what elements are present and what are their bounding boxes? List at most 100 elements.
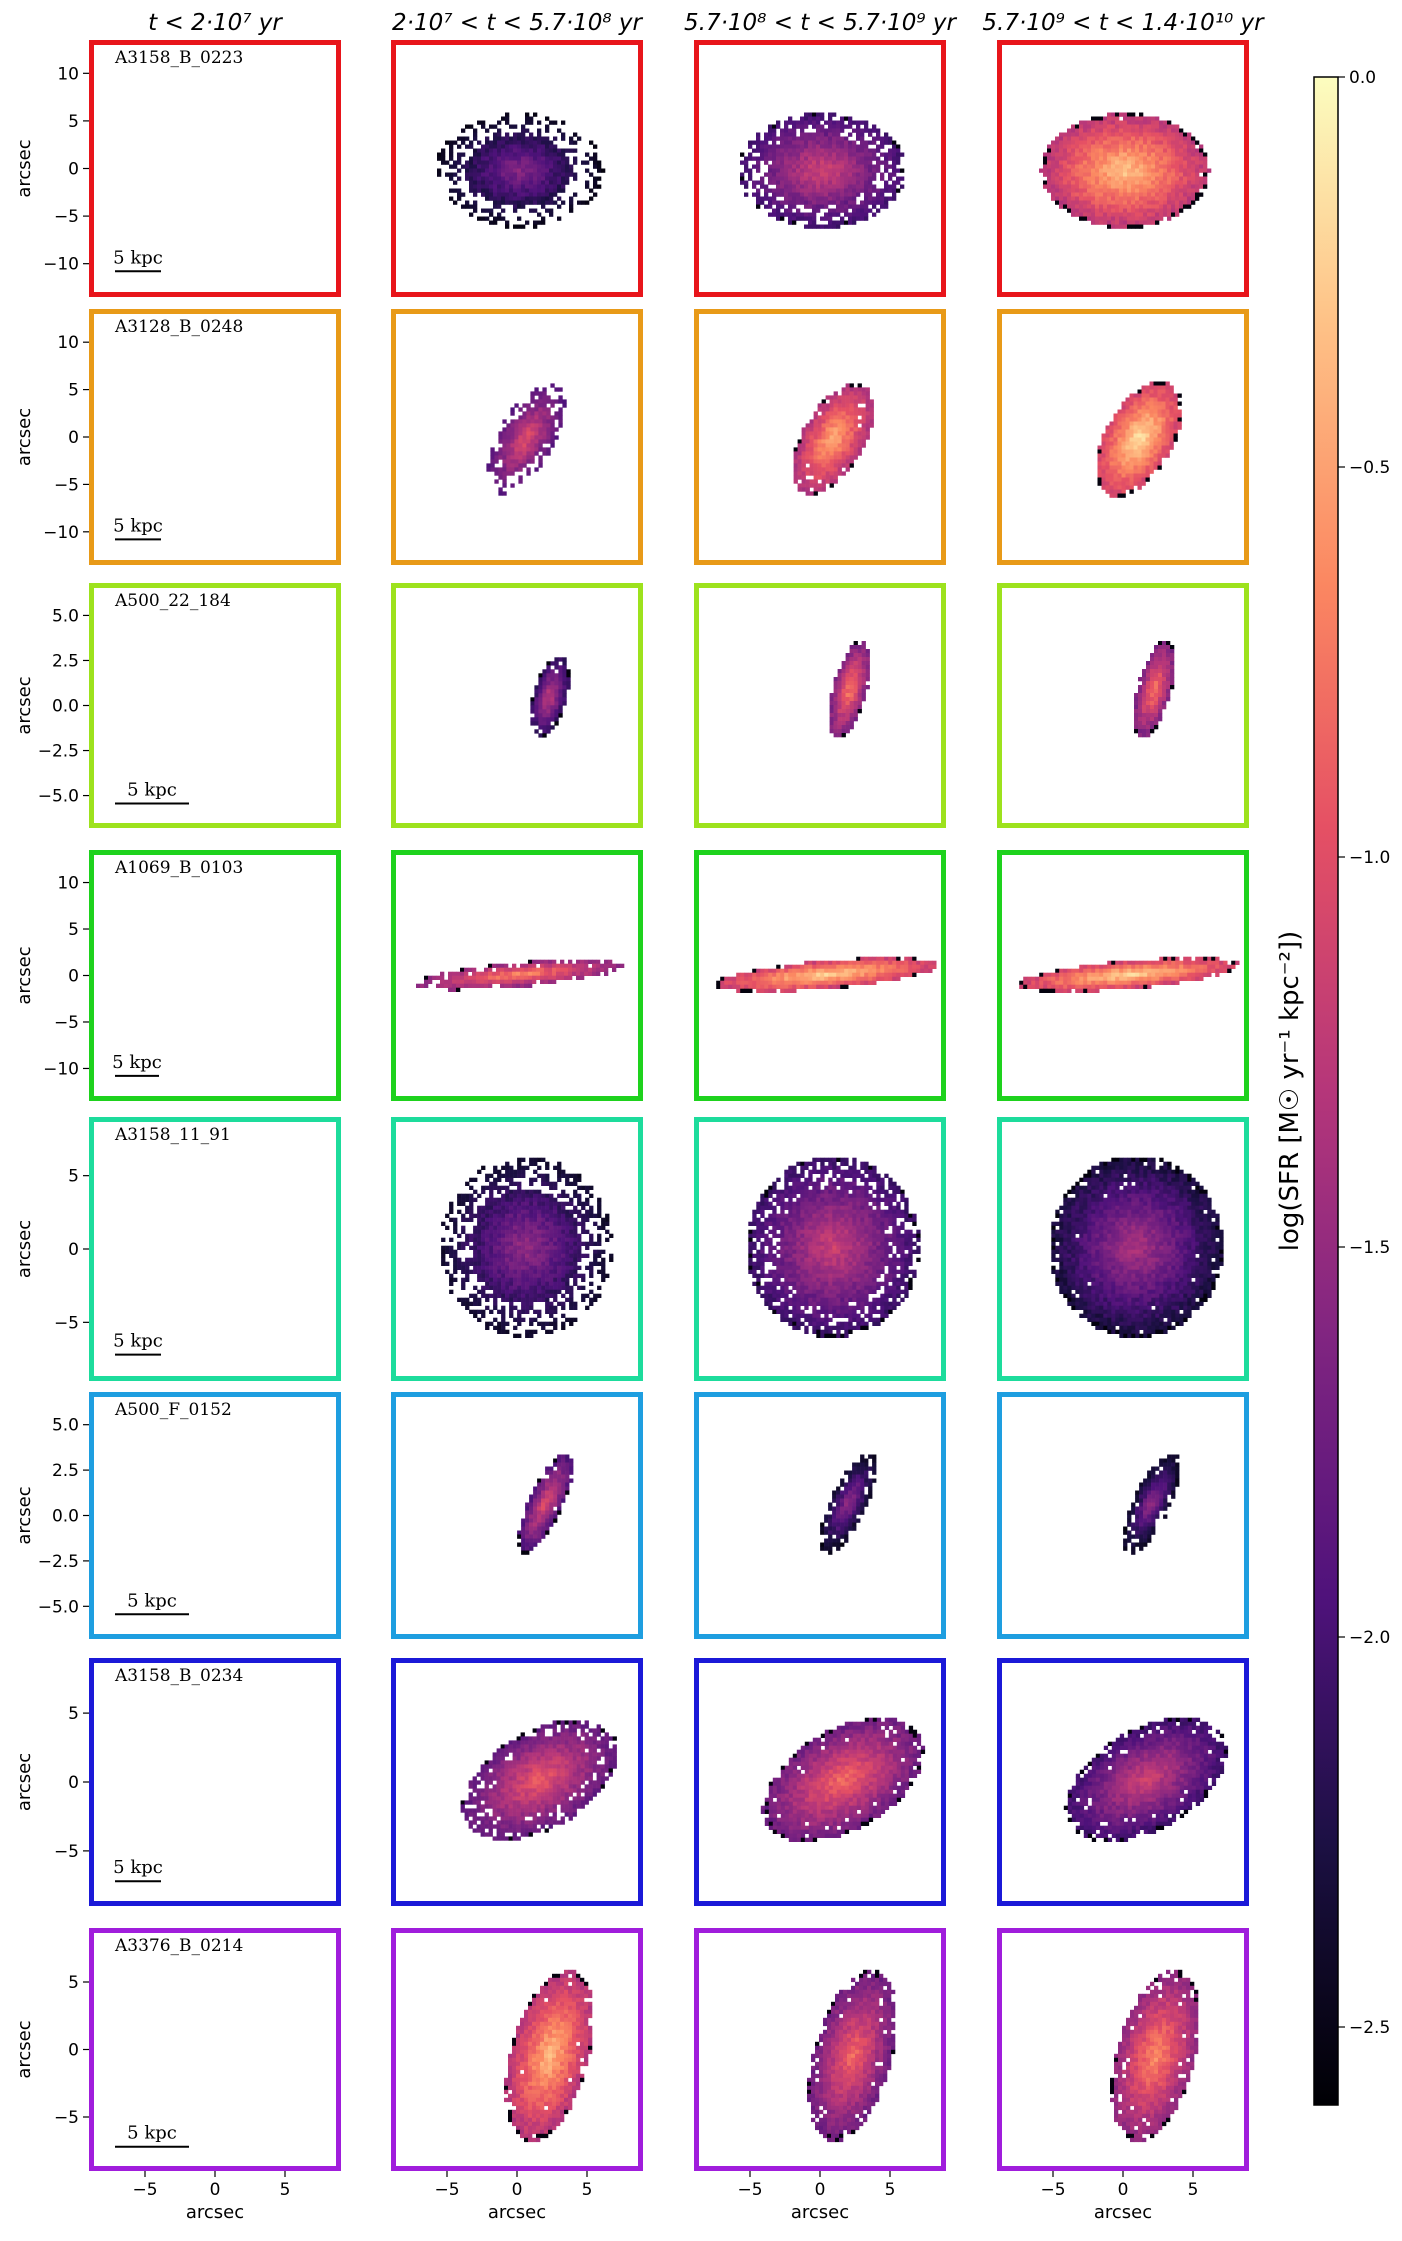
sfr-pixel [760,140,765,145]
sfr-pixel [865,427,870,432]
sfr-pixel [501,196,506,201]
sfr-pixel [888,968,893,973]
sfr-pixel [1139,180,1144,185]
sfr-pixel [865,391,870,396]
sfr-pixel [1143,984,1148,989]
sfr-pixel [1151,200,1156,205]
sfr-pixel [793,455,798,460]
sfr-pixel [860,132,865,137]
sfr-pixel [554,689,559,694]
sfr-pixel [505,1173,510,1178]
sfr-pixel [829,399,834,404]
sfr-pixel [1111,156,1116,161]
sfr-pixel [1163,180,1168,185]
sfr-pixel [1187,972,1192,977]
sfr-pixel [804,204,809,209]
sfr-pixel [497,164,502,169]
sfr-pixel [1129,477,1134,482]
sfr-pixel [829,471,834,476]
panel [694,309,946,565]
sfr-pixel [752,976,757,981]
sfr-pixel [534,435,539,440]
sfr-pixel [784,184,789,189]
sfr-pixel [538,733,543,738]
sfr-pixel [1145,385,1150,390]
sfr-pixel [517,152,522,157]
sfr-pixel [1095,208,1100,213]
sfr-pixel [857,689,862,694]
sfr-pixel [493,152,498,157]
sfr-pixel [1183,132,1188,137]
sfr-pixel [801,455,806,460]
sfr-pixel [1149,461,1154,466]
sfr-pixel [884,956,889,961]
sfr-pixel [1163,160,1168,165]
sfr-pixel [1115,172,1120,177]
sfr-pixel [1075,168,1080,173]
sfr-pixel [1099,124,1104,129]
sfr-pixel [526,459,531,464]
sfr-pixel [1123,136,1128,141]
sfr-pixel [1146,701,1151,706]
sfr-pixel [1111,984,1116,989]
sfr-pixel [1123,200,1128,205]
sfr-pixel [748,972,753,977]
sfr-pixel [844,172,849,177]
sfr-pixel [1123,188,1128,193]
sfr-pixel [808,216,813,221]
sfr-pixel [546,431,551,436]
sfr-pixel [588,959,593,964]
sfr-pixel [860,188,865,193]
sfr-pixel [833,693,838,698]
sfr-pixel [1165,397,1170,402]
sfr-pixel [1127,984,1132,989]
sfr-pixel [1115,208,1120,213]
sfr-pixel [1139,152,1144,157]
sfr-pixel [457,188,462,193]
sfr-pixel [477,120,482,125]
sfr-pixel [872,960,877,965]
sfr-pixel [1165,433,1170,438]
y-axis-label: arcsec [14,946,35,1004]
sfr-pixel [1101,433,1106,438]
sfr-pixel [1079,160,1084,165]
sfr-pixel [1157,449,1162,454]
sfr-pixel [1107,976,1112,981]
sfr-pixel [572,967,577,972]
sfr-pixel [1131,124,1136,129]
sfr-pixel [537,188,542,193]
sfr-pixel [1127,128,1132,133]
sfr-pixel [1187,176,1192,181]
sfr-pixel [1103,984,1108,989]
sfr-pixel [752,972,757,977]
sfr-pixel [541,1201,546,1206]
sfr-pixel [505,152,510,157]
sfr-pixel [1107,216,1112,221]
sfr-pixel [1105,481,1110,486]
sfr-pixel [813,467,818,472]
sfr-pixel [1113,465,1118,470]
sfr-pixel [1163,140,1168,145]
sfr-pixel [1150,689,1155,694]
sfr-pixel [453,164,458,169]
sfr-pixel [1083,132,1088,137]
sfr-pixel [553,160,558,165]
sfr-pixel [565,168,570,173]
sfr-pixel [1091,220,1096,225]
sfr-pixel [1191,972,1196,977]
sfr-pixel [1195,976,1200,981]
sfr-pixel [1083,144,1088,149]
sfr-pixel [526,403,531,408]
sfr-pixel [1079,156,1084,161]
sfr-pixel [736,976,741,981]
sfr-pixel [852,144,857,149]
sfr-pixel [457,1193,462,1198]
sfr-pixel [788,160,793,165]
sfr-pixel [1147,116,1152,121]
sfr-pixel [533,180,538,185]
sfr-pixel [514,455,519,460]
sfr-pixel [880,160,885,165]
sfr-pixel [841,407,846,412]
sfr-pixel [473,208,478,213]
sfr-pixel [486,467,491,472]
